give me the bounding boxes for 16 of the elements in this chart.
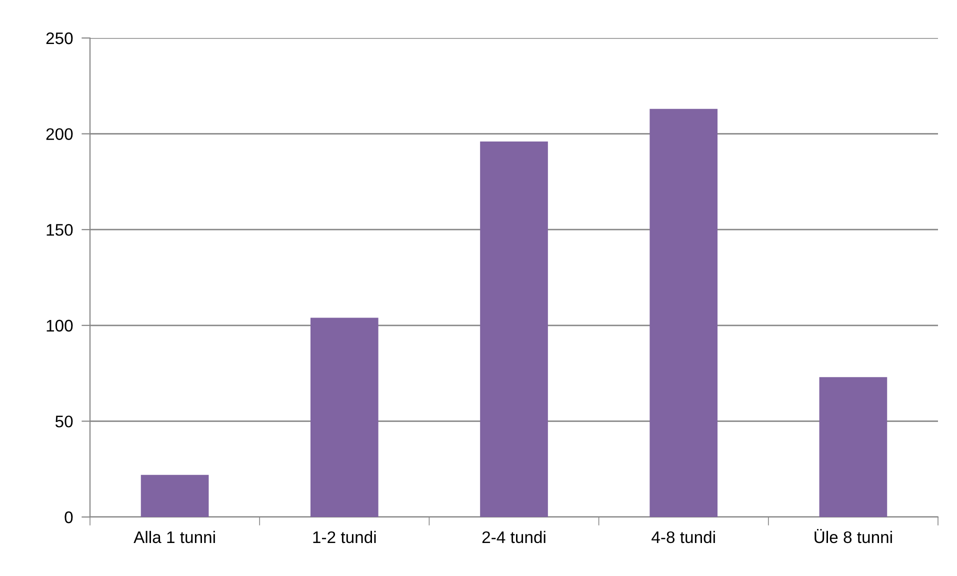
y-tick-label: 250 bbox=[46, 32, 73, 44]
bar bbox=[650, 108, 718, 517]
y-tick-label: 50 bbox=[55, 416, 73, 428]
bar bbox=[140, 474, 209, 517]
x-tick-label: 2-4 tundi bbox=[482, 530, 546, 544]
y-tick-label: 150 bbox=[46, 224, 73, 236]
x-tick-label: 4-8 tundi bbox=[652, 530, 715, 544]
y-tick-label: 200 bbox=[46, 128, 73, 140]
bar bbox=[819, 377, 888, 517]
x-tick-label: 1-2 tundi bbox=[313, 530, 376, 544]
x-tick-label: Üle 8 tunni bbox=[814, 529, 892, 544]
x-tick-label: Alla 1 tunni bbox=[134, 530, 215, 544]
bar bbox=[480, 141, 548, 517]
y-tick-label: 0 bbox=[64, 511, 73, 524]
y-tick-label: 100 bbox=[46, 320, 73, 332]
bar bbox=[310, 318, 378, 517]
